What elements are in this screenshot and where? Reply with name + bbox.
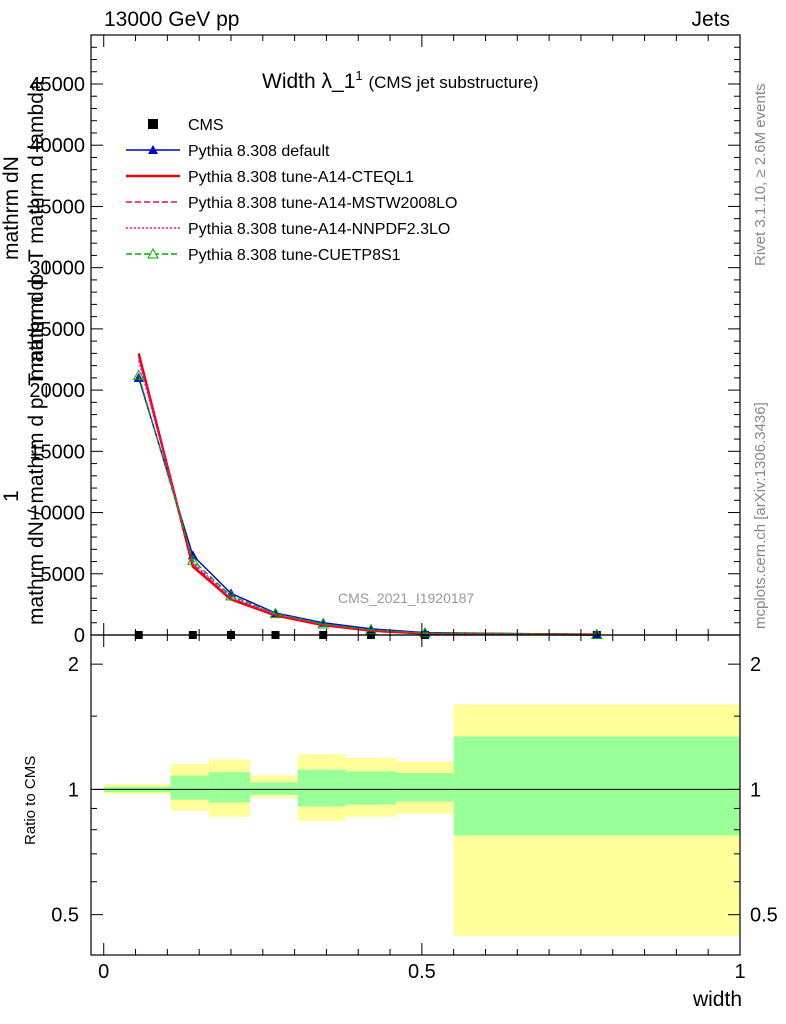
- ratio-stat-uncertainty-band: [345, 771, 397, 805]
- legend-entry-label: Pythia 8.308 tune-CUETP8S1: [188, 247, 401, 264]
- ratio-panel: 0 0.5 1 0.5 0.5 1 1 2 2: [51, 634, 778, 983]
- ratio-y-axis-label: Ratio to CMS: [22, 755, 39, 845]
- y-tick-label: 20000: [29, 380, 85, 402]
- y-tick-label: 5000: [41, 564, 86, 586]
- data-point-open-triangle: [317, 617, 330, 629]
- ratio-stat-uncertainty-band: [297, 769, 346, 807]
- x-tick-label: 0: [98, 961, 109, 983]
- ratio-y-tick-label-left: 1: [68, 779, 79, 801]
- data-point-open-triangle: [269, 607, 282, 619]
- legend-entry-label: Pythia 8.308 tune-A14-MSTW2008LO: [188, 195, 457, 212]
- legend-entry-label: Pythia 8.308 default: [188, 143, 330, 160]
- legend-marker-triangle: [148, 145, 158, 154]
- legend-marker-open-triangle: [147, 247, 159, 259]
- legend-entry-label: Pythia 8.308 tune-A14-CTEQL1: [188, 169, 414, 186]
- y-tick-label: 10000: [29, 503, 85, 525]
- rivet-version-label: Rivet 3.1.10, ≥ 2.6M events: [752, 83, 769, 267]
- data-point-open-triangle: [590, 628, 603, 640]
- y-axis-label-part-3: mathrm dN / mathrm d p_T mathrm d: [25, 278, 48, 625]
- y-tick-label: 0: [74, 625, 85, 647]
- ratio-stat-uncertainty-band: [170, 775, 209, 800]
- ratio-y-tick-label-right: 1: [750, 779, 761, 801]
- x-tick-label: 0.5: [408, 961, 436, 983]
- y-axis-label-numerator: 1: [0, 490, 23, 502]
- mcplots-citation-label: mcplots.cern.ch [arXiv:1306.3436]: [752, 402, 769, 629]
- legend-entry-label: Pythia 8.308 tune-A14-NNPDF2.3LO: [188, 221, 450, 238]
- ratio-stat-uncertainty-band: [396, 773, 454, 802]
- plot-title-main: Width λ_1: [262, 70, 356, 93]
- main-panel: CMS Pythia 8.308 default Pythia 8.308 tune…: [29, 34, 741, 647]
- plot-title-sup: 1: [355, 68, 363, 83]
- ratio-y-tick-label-right: 2: [750, 654, 761, 676]
- series-line-5: [138, 375, 597, 636]
- ratio-stat-uncertainty-band: [453, 736, 740, 836]
- y-tick-label: 45000: [29, 74, 85, 96]
- legend-marker-cms: [148, 119, 158, 129]
- data-point-open-triangle: [132, 369, 145, 380]
- y-axis-label-part-1: mathrm dN: [0, 156, 23, 260]
- y-tick-label: 25000: [29, 319, 85, 341]
- plot-title: Width λ_11 (CMS jet substructure): [262, 68, 539, 94]
- data-point-open-triangle: [225, 589, 237, 601]
- ratio-stat-uncertainty-band: [208, 772, 251, 803]
- ratio-y-tick-label-right: 0.5: [750, 905, 778, 927]
- x-axis-label: width: [692, 988, 742, 1011]
- ratio-y-tick-label-left: 2: [68, 654, 79, 676]
- x-tick-label: 1: [734, 961, 745, 983]
- ratio-y-tick-label-left: 0.5: [51, 905, 79, 927]
- data-point-open-triangle: [419, 627, 431, 638]
- header-process-label: Jets: [691, 8, 730, 31]
- y-tick-label: 40000: [29, 135, 85, 157]
- watermark-analysis-id: CMS_2021_I1920187: [338, 590, 475, 606]
- legend-entry-label: CMS: [188, 117, 224, 134]
- ratio-plot-frame: [90, 634, 741, 956]
- plot-title-sub: (CMS jet substructure): [368, 73, 539, 92]
- data-point-open-triangle: [186, 554, 199, 565]
- y-tick-label: 30000: [29, 258, 85, 280]
- y-tick-label: 15000: [29, 441, 85, 463]
- y-tick-label: 35000: [29, 196, 85, 218]
- header-energy-label: 13000 GeV pp: [104, 8, 240, 31]
- data-point-open-triangle: [365, 623, 377, 635]
- ratio-stat-uncertainty-band: [250, 782, 298, 795]
